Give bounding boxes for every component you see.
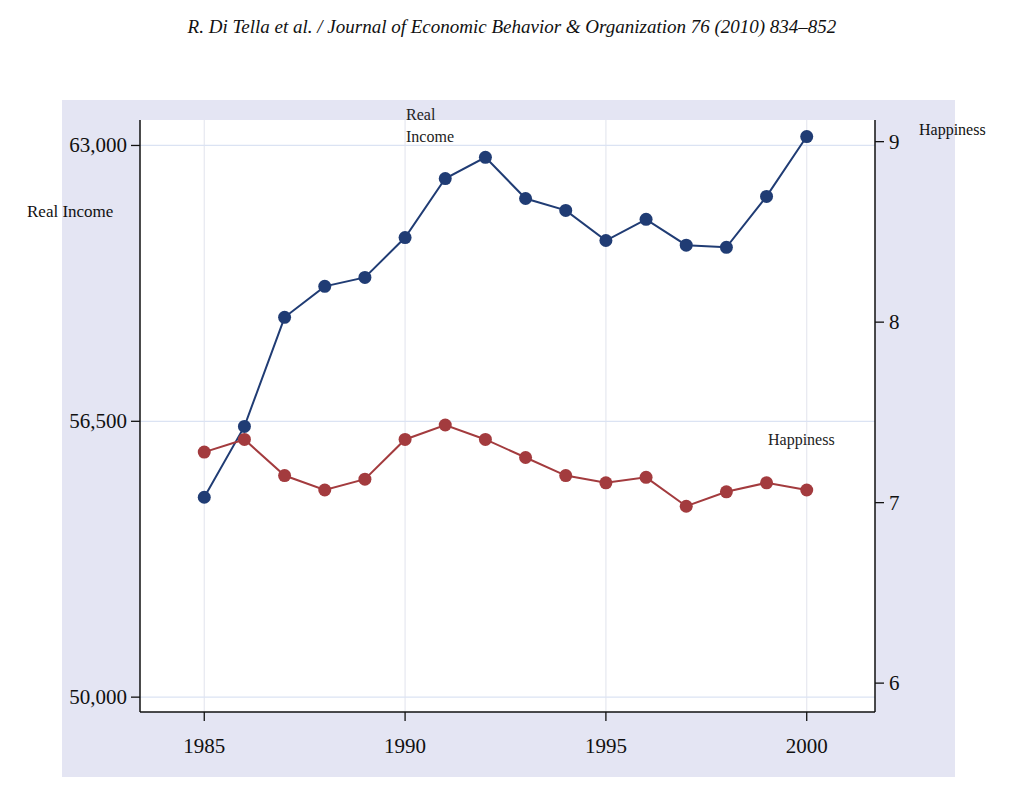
y-tick (131, 421, 140, 422)
x-tick-label: 1995 (585, 734, 627, 758)
marker (278, 469, 291, 482)
x-tick-label: 2000 (786, 734, 828, 758)
y-axis-label: Real Income (27, 202, 113, 221)
x-tick (605, 712, 606, 721)
grid-line (806, 120, 807, 712)
marker (680, 239, 693, 252)
y2-tick (875, 141, 884, 142)
y2-tick (875, 682, 884, 683)
grid-line (140, 421, 875, 422)
marker (559, 204, 572, 217)
marker (439, 419, 452, 432)
y-tick-label: 56,500 (69, 409, 127, 433)
axes: 1985 1990 1995 2000 50,000 56,500 63,000 6 7 8 9 (69, 120, 899, 758)
marker (479, 151, 492, 164)
marker (479, 433, 492, 446)
marker (599, 476, 612, 489)
line (204, 137, 806, 498)
x-tick-label: 1990 (384, 734, 426, 758)
marker (720, 485, 733, 498)
marker (760, 190, 773, 203)
marker (318, 280, 331, 293)
x-tick (204, 712, 205, 721)
y2-tick-label: 7 (889, 491, 900, 515)
marker (439, 172, 452, 185)
marker (800, 484, 813, 497)
grid-line (204, 120, 205, 712)
marker (519, 192, 532, 205)
y2-axis-label: Happiness (919, 121, 986, 139)
panel (62, 100, 955, 777)
y2-tick-label: 8 (889, 310, 900, 334)
marker (680, 500, 693, 513)
y2-tick-label: 9 (889, 130, 900, 154)
marker (358, 271, 371, 284)
grid-line (605, 120, 606, 712)
marker (519, 451, 532, 464)
grid (140, 120, 875, 712)
series-label-part: Real (406, 106, 436, 123)
y-axis (139, 120, 141, 712)
title: R. Di Tella et al. / Journal of Economic… (187, 16, 837, 38)
y-tick (131, 696, 140, 697)
marker (720, 241, 733, 254)
series-label: Real Income (406, 106, 454, 145)
marker (238, 420, 251, 433)
y-tick-label: 63,000 (69, 133, 127, 157)
y2-tick-label: 6 (889, 671, 900, 695)
marker (198, 491, 211, 504)
marker (198, 446, 211, 459)
line (204, 425, 806, 506)
y-tick-label: 50,000 (69, 685, 127, 709)
marker (640, 213, 653, 226)
series-label: Happiness (768, 431, 835, 449)
x-axis (140, 711, 875, 713)
marker (640, 471, 653, 484)
grid-line (404, 120, 405, 712)
y2-tick (875, 502, 884, 503)
marker (278, 311, 291, 324)
marker (559, 469, 572, 482)
y-tick (131, 145, 140, 146)
marker (358, 473, 371, 486)
data-layer (198, 130, 813, 513)
marker (760, 476, 773, 489)
series-label-part: Income (406, 128, 454, 145)
y2-axis (874, 120, 876, 712)
grid-line (140, 145, 875, 146)
x-tick-label: 1985 (183, 734, 225, 758)
marker (399, 433, 412, 446)
marker (399, 231, 412, 244)
series (198, 419, 813, 513)
plot-area (140, 120, 875, 712)
marker (800, 130, 813, 143)
y2-tick (875, 321, 884, 322)
marker (599, 234, 612, 247)
chart: R. Di Tella et al. / Journal of Economic… (0, 0, 1024, 807)
x-tick (404, 712, 405, 721)
marker (318, 484, 331, 497)
grid-line (140, 697, 875, 698)
marker (238, 433, 251, 446)
x-tick (806, 712, 807, 721)
